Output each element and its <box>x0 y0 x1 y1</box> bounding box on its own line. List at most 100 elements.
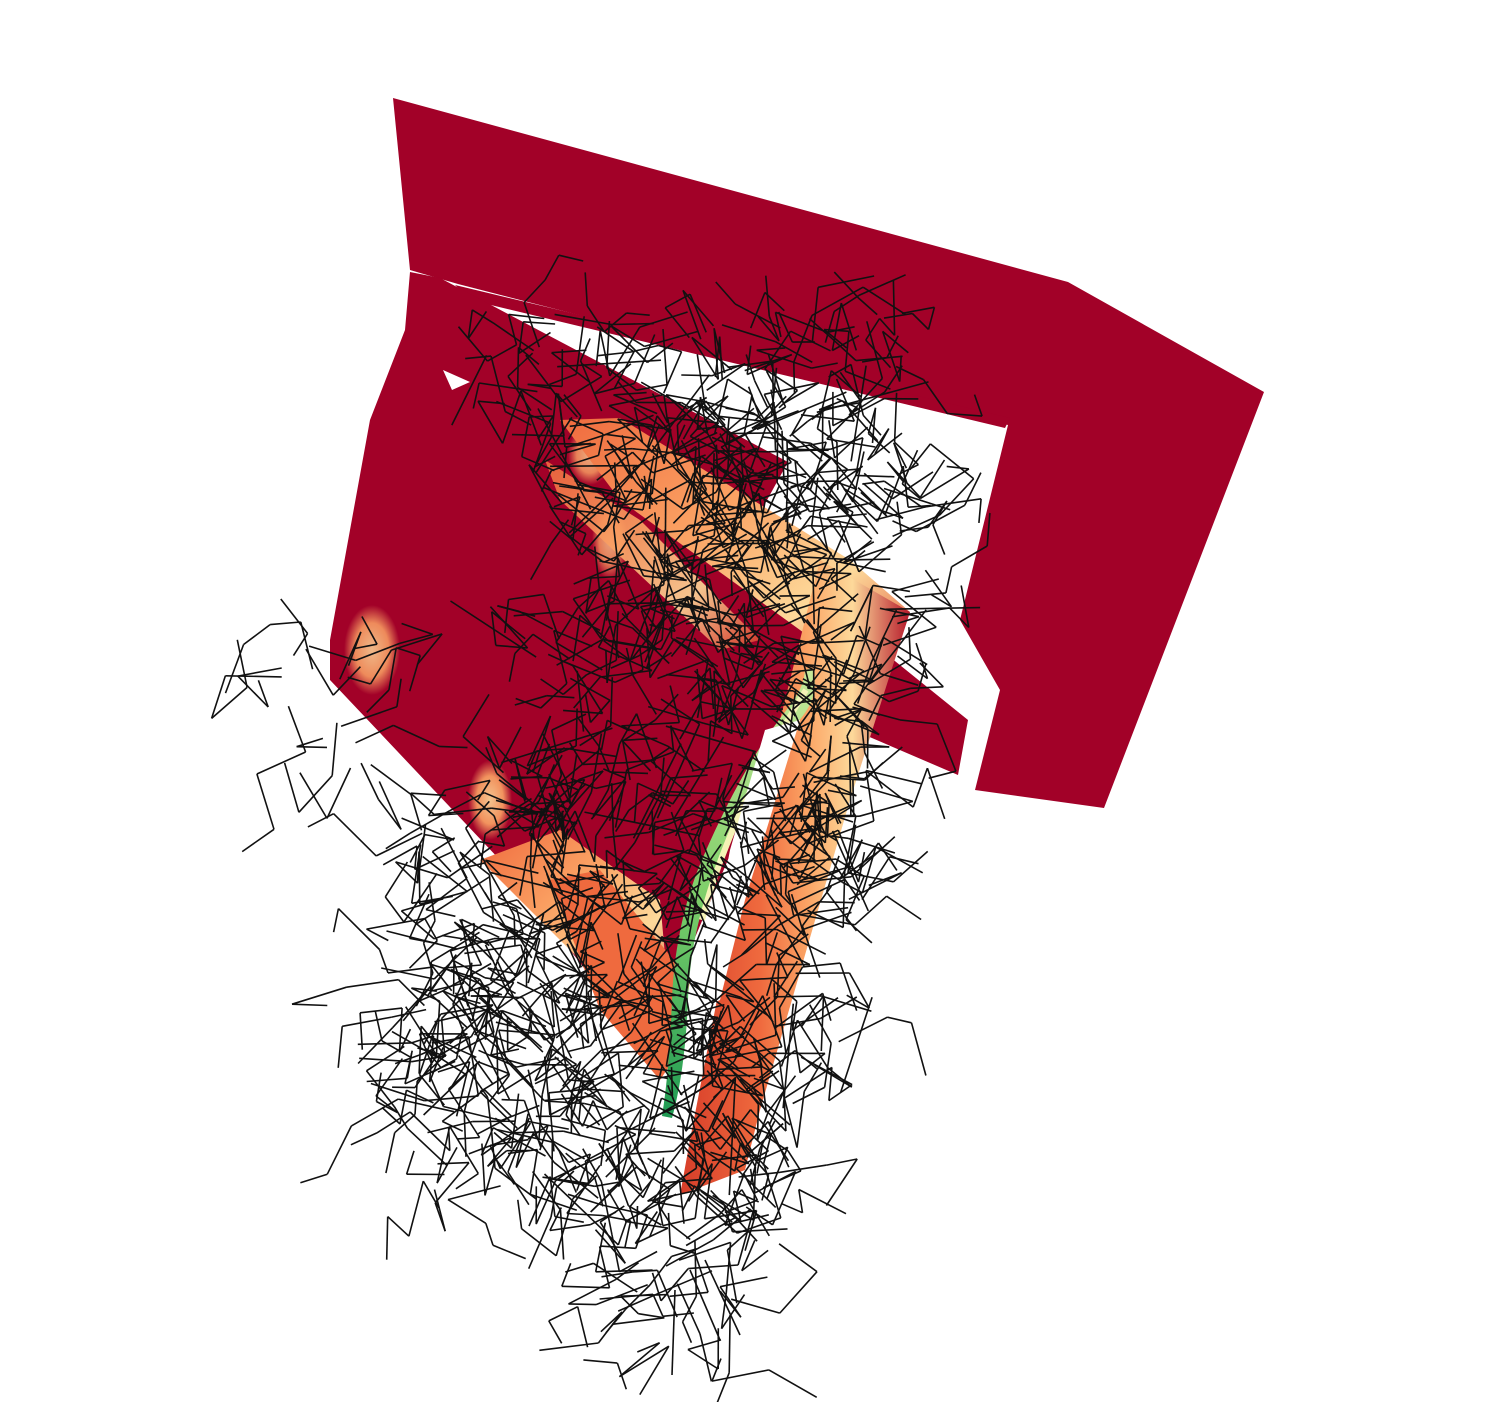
bond-line <box>709 965 755 1003</box>
bond-line <box>519 856 528 896</box>
bond-line <box>758 1055 768 1113</box>
bond-line <box>543 857 582 894</box>
bond-line <box>633 793 662 844</box>
bond-line <box>711 1077 736 1129</box>
bond-line <box>721 684 773 708</box>
bond-line <box>688 808 709 854</box>
bond-line <box>707 542 766 545</box>
bond-line <box>798 645 811 689</box>
bond-line <box>464 944 522 955</box>
bond-line <box>424 833 455 841</box>
bond-line <box>711 963 757 1005</box>
bond-line <box>743 642 775 664</box>
bond-line <box>722 800 783 808</box>
bond-line <box>422 1180 440 1209</box>
bond-line <box>398 1098 455 1113</box>
bond-line <box>608 781 627 822</box>
bond-line <box>463 1062 478 1113</box>
bond-line <box>682 290 702 340</box>
bond-line <box>567 747 618 758</box>
bond-line <box>585 1133 637 1162</box>
bond-line <box>702 722 749 736</box>
bond-line <box>539 1342 599 1352</box>
bond-line <box>831 302 843 351</box>
bond-line <box>894 441 919 466</box>
bond-line <box>810 477 819 528</box>
bond-line <box>485 746 498 774</box>
bond-line <box>713 378 729 435</box>
bond-line <box>528 464 563 504</box>
bond-line <box>452 1003 474 1056</box>
bond-line <box>785 501 830 510</box>
bond-line <box>676 854 718 879</box>
bond-line <box>855 474 895 478</box>
bond-line <box>679 701 702 740</box>
bond-line <box>662 1312 694 1318</box>
bond-line <box>868 637 885 681</box>
bond-line <box>719 1286 742 1318</box>
bond-line <box>616 557 640 610</box>
bond-line <box>609 443 629 457</box>
bond-line <box>622 1035 666 1071</box>
bond-line <box>862 414 882 436</box>
bond-line <box>437 1161 470 1165</box>
bond-line <box>625 1153 646 1177</box>
bond-line <box>725 994 746 1022</box>
bond-line <box>857 851 866 883</box>
bond-line <box>507 375 532 412</box>
bond-line <box>779 594 810 597</box>
bond-line <box>353 643 378 650</box>
bond-line <box>712 463 765 491</box>
bond-line <box>753 412 801 452</box>
bond-line <box>376 1100 398 1114</box>
bond-line <box>540 678 564 696</box>
bond-line <box>858 274 906 297</box>
bond-line <box>457 840 480 864</box>
bond-line <box>756 1104 760 1141</box>
bond-line <box>604 831 649 839</box>
bond-line <box>593 835 597 862</box>
bond-line <box>646 415 658 448</box>
bond-line <box>697 893 717 922</box>
bond-line <box>880 672 919 686</box>
bond-line <box>378 949 389 974</box>
bond-line <box>676 1283 701 1335</box>
bond-line <box>949 607 970 629</box>
bond-line <box>731 711 749 736</box>
bond-line <box>751 829 764 850</box>
bond-line <box>666 417 679 470</box>
bond-line <box>605 433 636 440</box>
bond-line <box>711 436 807 479</box>
bond-line <box>654 815 684 824</box>
bond-line <box>408 1180 425 1237</box>
bond-line <box>777 901 820 927</box>
bond-line <box>545 873 566 929</box>
bond-line <box>761 436 811 445</box>
bond-line <box>695 499 720 534</box>
bond-line <box>610 783 614 832</box>
bond-line <box>693 1185 725 1206</box>
bond-line <box>694 1253 709 1293</box>
bond-line <box>863 746 903 780</box>
bond-line <box>590 1192 612 1213</box>
bond-line <box>867 658 911 686</box>
bond-line <box>611 322 654 326</box>
bond-line <box>578 1052 619 1080</box>
bond-line <box>490 979 516 995</box>
bond-line <box>752 701 791 735</box>
bond-line <box>744 473 772 478</box>
bond-line <box>496 800 540 838</box>
bond-line <box>430 1078 445 1107</box>
bond-line <box>756 848 781 859</box>
bond-line <box>549 1176 556 1217</box>
bond-line <box>291 1003 328 1007</box>
bond-line <box>746 582 791 614</box>
bond-line <box>713 328 720 380</box>
bond-line <box>559 750 600 784</box>
bond-line <box>759 1120 776 1149</box>
bond-line <box>489 1145 502 1170</box>
bond-line <box>936 723 957 772</box>
bond-line <box>558 254 584 262</box>
